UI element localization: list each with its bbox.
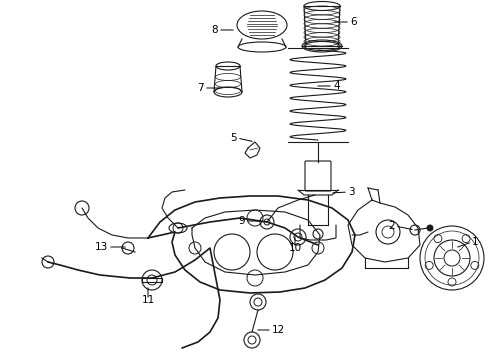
Text: 9: 9 xyxy=(238,216,245,226)
Text: 5: 5 xyxy=(230,133,237,143)
Text: 7: 7 xyxy=(197,83,204,93)
Text: 12: 12 xyxy=(272,325,285,335)
Text: 6: 6 xyxy=(350,17,357,27)
Text: 2: 2 xyxy=(389,221,395,231)
Text: 10: 10 xyxy=(289,243,301,253)
Text: 1: 1 xyxy=(472,237,479,247)
Text: 13: 13 xyxy=(95,242,108,252)
Text: 3: 3 xyxy=(348,187,355,197)
Circle shape xyxy=(427,225,433,231)
Text: 4: 4 xyxy=(333,81,340,91)
Text: 8: 8 xyxy=(211,25,218,35)
Text: 11: 11 xyxy=(142,295,155,305)
